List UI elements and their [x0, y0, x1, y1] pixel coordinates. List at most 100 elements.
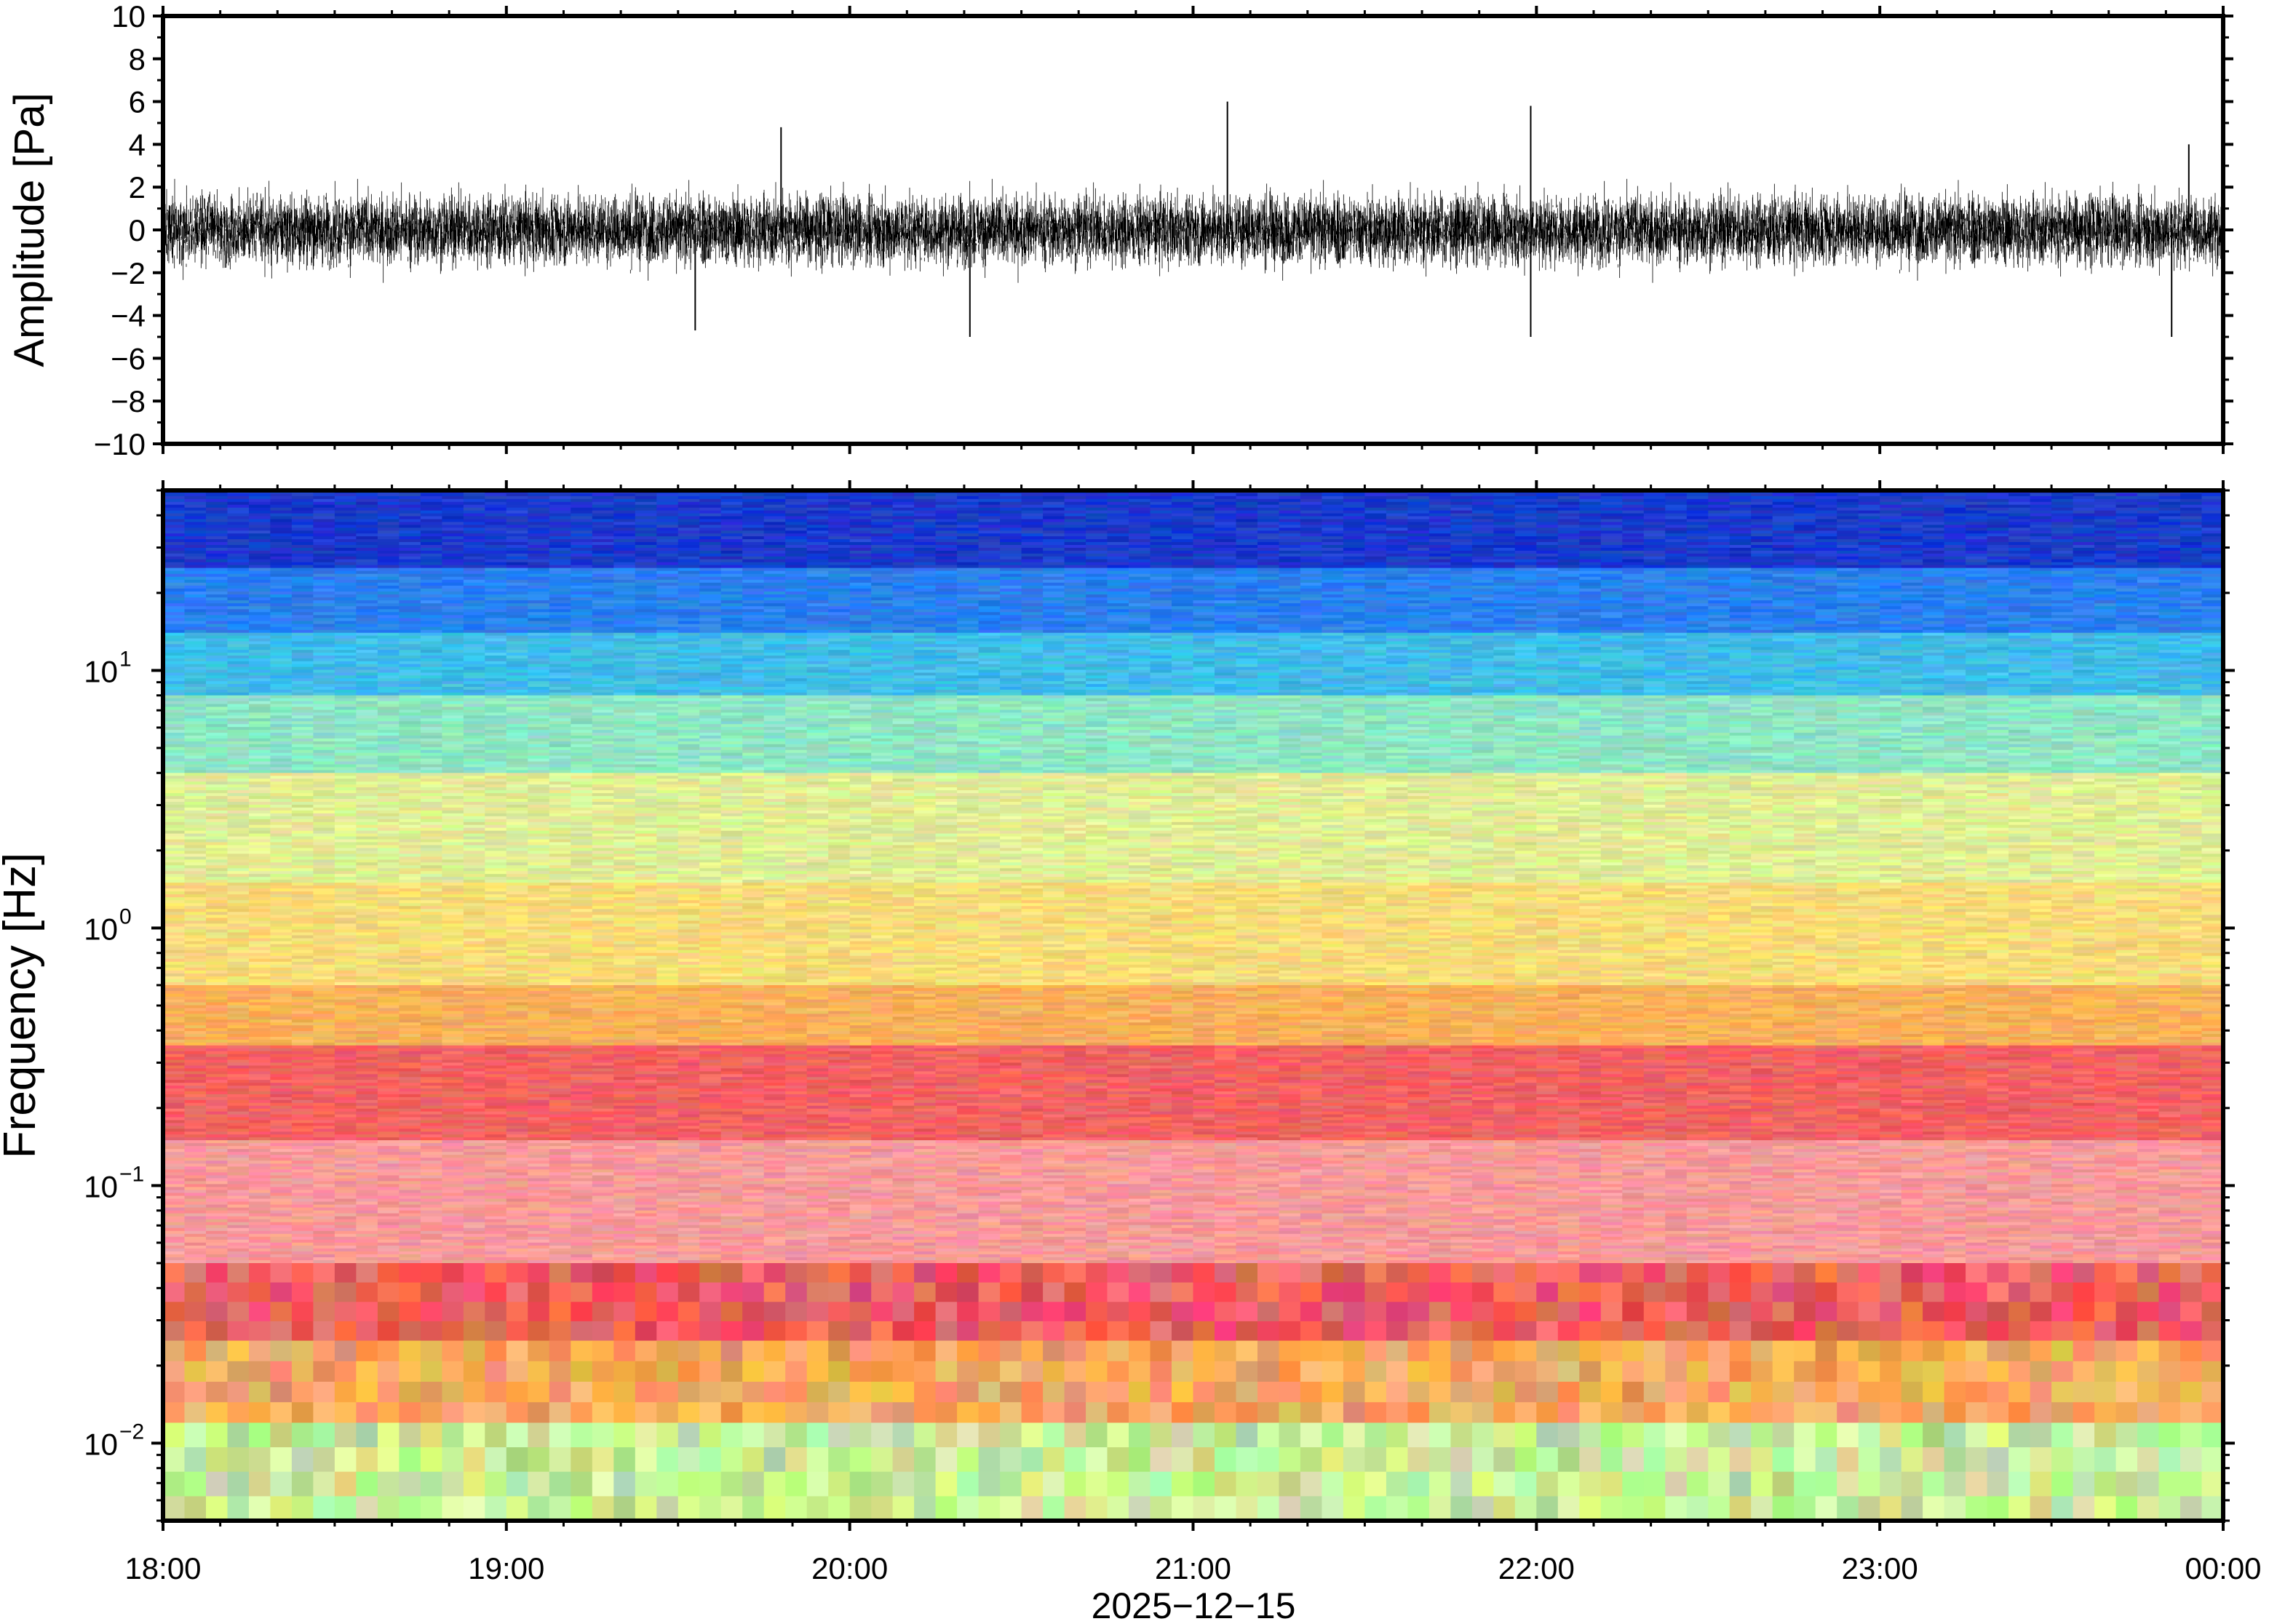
- spectrogram-cell: [2137, 565, 2159, 569]
- spectrogram-cell: [721, 505, 743, 509]
- spectrogram-cell: [1902, 511, 1923, 514]
- spectrogram-cell: [936, 499, 958, 503]
- spectrogram-cell: [1880, 528, 1902, 531]
- spectrogram-cell: [1730, 493, 1752, 497]
- spectrogram-cell: [2137, 554, 2159, 557]
- spectrogram-cell: [936, 542, 958, 546]
- spectrogram-cell: [1794, 560, 1816, 563]
- spectrogram-cell: [2030, 536, 2052, 540]
- spectrogram-cell: [1773, 536, 1795, 540]
- spectrogram-cell: [185, 560, 207, 563]
- spectrogram-cell: [1751, 499, 1773, 503]
- spectrogram-cell: [785, 536, 807, 540]
- spectrogram-cell: [1364, 548, 1386, 552]
- spectrogram-cell: [699, 522, 721, 525]
- spectrogram-cell: [2116, 565, 2138, 569]
- spectrogram-cell: [656, 511, 678, 514]
- spectrogram-cell: [506, 536, 528, 540]
- spectrogram-cell: [936, 536, 958, 540]
- spectrogram-cell: [528, 560, 549, 563]
- spectrogram-cell: [1215, 505, 1236, 509]
- spectrogram-cell: [828, 554, 850, 557]
- spectrogram-cell: [1129, 560, 1151, 563]
- spectrogram-cell: [764, 517, 786, 520]
- spectrogram-cell: [635, 560, 657, 563]
- spectrogram-cell: [2159, 554, 2181, 557]
- spectrogram-cell: [549, 499, 571, 503]
- spectrogram-cell: [1944, 499, 1966, 503]
- spectrogram-cell: [1987, 548, 2009, 552]
- spectrogram-cell: [2116, 560, 2138, 563]
- spectrogram-cell: [1880, 560, 1902, 563]
- spectrogram-cell: [936, 511, 958, 514]
- spectrogram-cell: [699, 505, 721, 509]
- spectrogram-cell: [678, 528, 700, 531]
- spectrogram-cell: [1558, 528, 1580, 531]
- spectrogram-cell: [270, 505, 292, 509]
- spectrogram-cell: [1407, 517, 1429, 520]
- spectrogram-cell: [228, 565, 250, 569]
- spectrogram-cell: [807, 511, 829, 514]
- spectrogram-cell: [850, 528, 872, 531]
- spectrogram-cell: [2180, 554, 2202, 557]
- spectrogram-cell: [1022, 554, 1044, 557]
- spectrogram-cell: [1773, 517, 1795, 520]
- spectrogram-cell: [2116, 505, 2138, 509]
- spectrogram-cell: [1708, 548, 1730, 552]
- spectrogram-cell: [2116, 499, 2138, 503]
- spectrogram-cell: [1515, 565, 1537, 569]
- spectrogram-cell: [828, 560, 850, 563]
- spectrogram-cell: [1665, 517, 1687, 520]
- spectrogram-cell: [1343, 505, 1365, 509]
- spectrogram-cell: [656, 499, 678, 503]
- spectrogram-cell: [828, 542, 850, 546]
- amplitude-tick-label: −2: [111, 256, 146, 290]
- spectrogram-cell: [1172, 522, 1193, 525]
- spectrogram-cell: [1687, 554, 1709, 557]
- spectrogram-cell: [957, 517, 979, 520]
- spectrogram-cell: [1086, 565, 1108, 569]
- spectrogram-cell: [485, 505, 506, 509]
- spectrogram-cell: [678, 499, 700, 503]
- spectrogram-cell: [2137, 511, 2159, 514]
- spectrogram-cell: [721, 517, 743, 520]
- spectrogram-cell: [1172, 493, 1193, 497]
- spectrogram-cell: [2030, 511, 2052, 514]
- spectrogram-cell: [1108, 522, 1129, 525]
- spectrogram-cell: [1644, 565, 1666, 569]
- spectrogram-cell: [1837, 542, 1859, 546]
- spectrogram-cell: [1601, 522, 1623, 525]
- spectrogram-cell: [1794, 517, 1816, 520]
- spectrogram-cell: [185, 565, 207, 569]
- spectrogram-cell: [1386, 560, 1408, 563]
- spectrogram-cell: [1644, 548, 1666, 552]
- spectrogram-cell: [313, 528, 335, 531]
- spectrogram-cell: [914, 528, 936, 531]
- spectrogram-cell: [785, 560, 807, 563]
- spectrogram-cell: [721, 536, 743, 540]
- spectrogram-cell: [1773, 528, 1795, 531]
- spectrogram-cell: [1000, 560, 1022, 563]
- spectrogram-cell: [592, 505, 614, 509]
- spectrogram-cell: [2051, 522, 2073, 525]
- spectrogram-cell: [335, 505, 357, 509]
- spectrogram-cell: [1601, 536, 1623, 540]
- spectrogram-cell: [571, 554, 592, 557]
- spectrogram-cell: [1279, 542, 1301, 546]
- spectrogram-cell: [1837, 536, 1859, 540]
- spectrogram-cell: [1687, 536, 1709, 540]
- spectrogram-cell: [742, 517, 764, 520]
- spectrogram-cell: [1343, 522, 1365, 525]
- spectrogram-cell: [721, 542, 743, 546]
- spectrogram-cell: [2159, 493, 2181, 497]
- spectrogram-cell: [571, 517, 592, 520]
- spectrogram-cell: [1236, 505, 1258, 509]
- spectrogram-cell: [2137, 536, 2159, 540]
- spectrogram-cell: [1450, 505, 1472, 509]
- spectrogram-cell: [742, 536, 764, 540]
- spectrogram-cell: [528, 536, 549, 540]
- spectrogram-cell: [249, 548, 271, 552]
- spectrogram-cell: [2116, 548, 2138, 552]
- spectrogram-cell: [506, 560, 528, 563]
- spectrogram-cell: [399, 554, 421, 557]
